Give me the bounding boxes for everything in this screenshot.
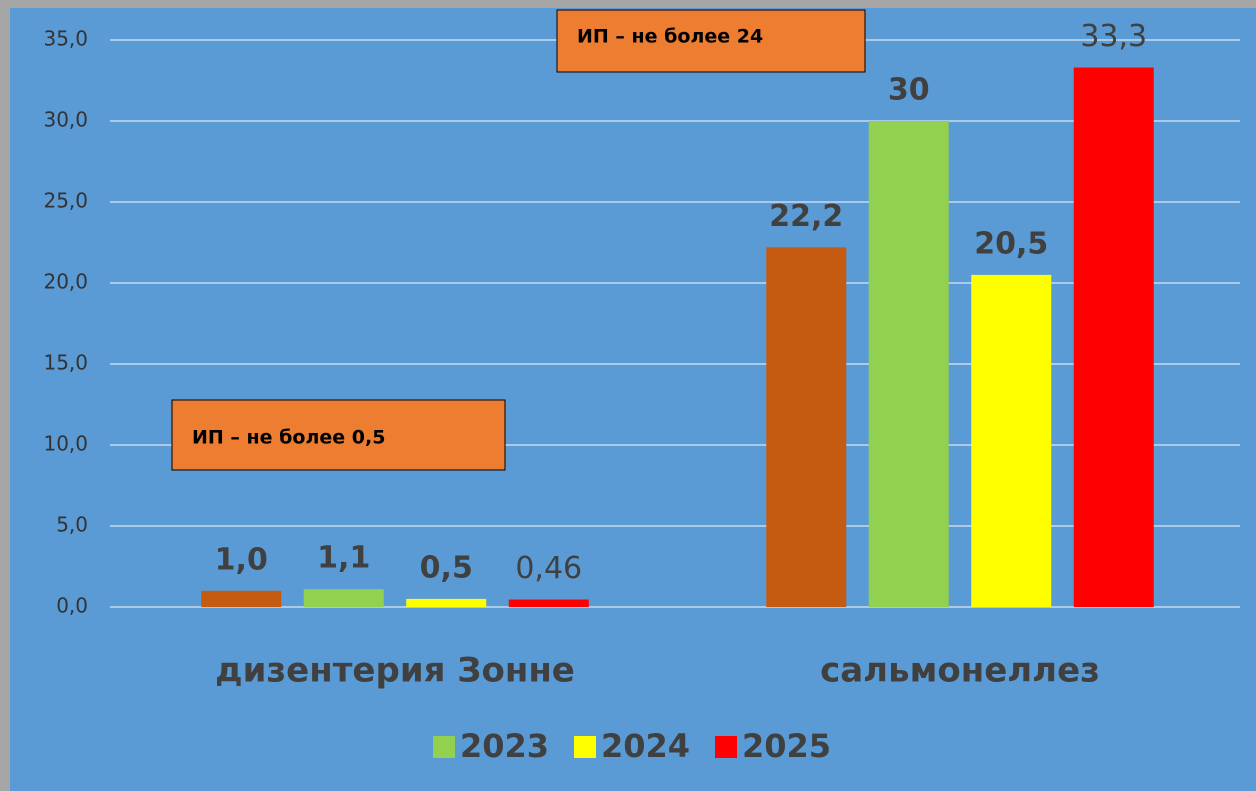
- data-label: 1,0: [215, 542, 268, 577]
- annotation-box: [171, 399, 506, 471]
- legend-label: 2025: [742, 727, 831, 765]
- legend-label: 2023: [460, 727, 549, 765]
- y-tick-label: 20,0: [43, 270, 88, 294]
- bar: [406, 598, 487, 607]
- bar: [868, 121, 949, 607]
- y-tick-label: 5,0: [56, 513, 88, 537]
- bar: [971, 274, 1052, 607]
- annotation-box: [556, 9, 866, 73]
- legend-swatch: [715, 736, 737, 758]
- bar: [766, 247, 847, 608]
- y-tick-label: 35,0: [43, 27, 88, 51]
- data-label: 0,46: [515, 551, 582, 586]
- y-tick-label: 25,0: [43, 189, 88, 213]
- y-tick-label: 15,0: [43, 351, 88, 375]
- legend-label: 2024: [601, 727, 690, 765]
- data-label: 22,2: [769, 199, 843, 234]
- x-tick-label: сальмонеллез: [820, 651, 1100, 691]
- bar: [1073, 67, 1154, 608]
- data-label: 1,1: [317, 541, 370, 576]
- data-label: 33,3: [1080, 19, 1147, 54]
- bar: [508, 599, 589, 607]
- bar: [303, 589, 384, 607]
- legend-swatch: [433, 736, 455, 758]
- x-tick-label: дизентерия Зонне: [215, 651, 575, 691]
- data-label: 30: [888, 73, 930, 108]
- y-tick-label: 10,0: [43, 432, 88, 456]
- data-label: 0,5: [420, 550, 473, 585]
- data-label: 20,5: [974, 226, 1048, 261]
- y-tick-label: 0,0: [56, 594, 88, 618]
- annotation: ИП – не более 24: [577, 26, 763, 48]
- annotation: ИП – не более 0,5: [192, 427, 385, 449]
- bar: [201, 590, 282, 607]
- legend-swatch: [574, 736, 596, 758]
- y-tick-label: 30,0: [43, 108, 88, 132]
